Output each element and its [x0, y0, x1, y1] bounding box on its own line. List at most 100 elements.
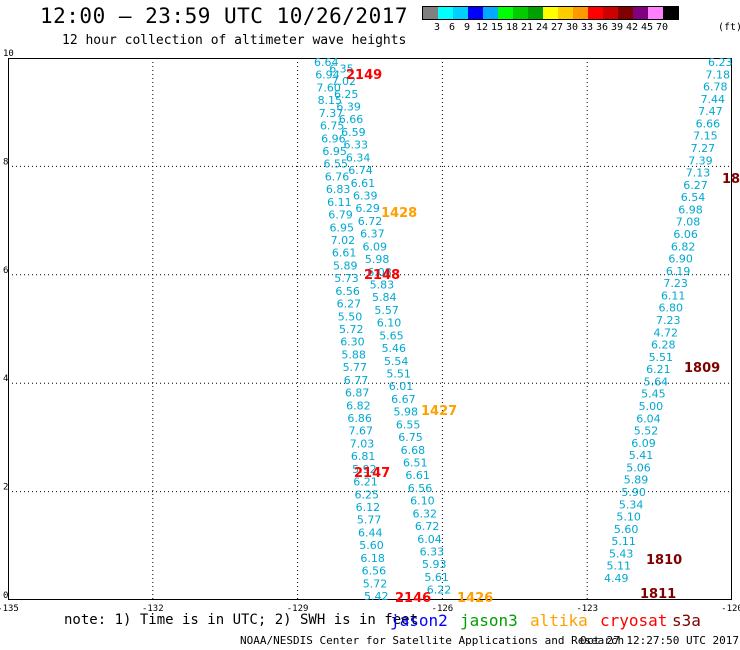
- wave-height-value: 7.44: [701, 93, 726, 106]
- y-tick-label: 6: [3, 266, 8, 276]
- wave-height-value: 6.74: [348, 164, 373, 177]
- colorbar-label: 27: [550, 22, 564, 33]
- colorbar-unit: (ft): [718, 22, 740, 33]
- wave-height-value: 5.77: [357, 514, 382, 527]
- colorbar-swatch: [543, 7, 558, 19]
- pass-time-label: 2148: [364, 268, 400, 283]
- y-tick-label: 8: [3, 157, 8, 167]
- wave-height-value: 6.04: [417, 533, 442, 546]
- pass-time-label: 1809: [684, 361, 720, 376]
- wave-height-value: 5.10: [616, 511, 641, 524]
- pass-time-label: 1426: [457, 591, 493, 606]
- wave-height-value: 5.51: [386, 368, 411, 381]
- wave-height-value: 6.04: [636, 412, 661, 425]
- colorbar-swatch: [603, 7, 618, 19]
- wave-height-value: 6.09: [363, 240, 388, 253]
- wave-height-value: 7.23: [656, 314, 681, 327]
- satellite-legend-jason3: jason3: [460, 611, 518, 630]
- wave-height-value: 6.39: [336, 101, 361, 114]
- pass-time-label: 2147: [354, 466, 390, 481]
- colorbar-swatch: [618, 7, 633, 19]
- wave-height-value: 7.23: [663, 277, 688, 290]
- colorbar-label: 3: [433, 22, 441, 33]
- wave-height-value: 5.93: [422, 558, 447, 571]
- wave-height-value: 5.60: [359, 539, 384, 552]
- wave-height-value: 6.23: [708, 56, 733, 69]
- wave-height-value: 6.67: [391, 393, 416, 406]
- wave-height-value: 6.59: [341, 126, 366, 139]
- pass-time-label: 1810: [646, 553, 682, 568]
- wave-height-value: 6.10: [410, 495, 435, 508]
- page-subtitle: 12 hour collection of altimeter wave hei…: [62, 33, 407, 48]
- wave-height-value: 6.82: [671, 240, 696, 253]
- y-tick-label: 2: [3, 483, 8, 493]
- pass-time-label: 1811: [640, 587, 676, 602]
- x-tick-label: -126: [432, 604, 454, 614]
- x-tick-label: -120: [721, 604, 740, 614]
- wave-height-value: 6.87: [345, 387, 370, 400]
- y-tick-label: 0: [3, 591, 8, 601]
- wave-height-value: 6.44: [358, 526, 383, 539]
- wave-height-value: 6.06: [673, 228, 698, 241]
- wave-height-value: 5.65: [379, 329, 404, 342]
- wave-height-value: 6.12: [356, 501, 381, 514]
- colorbar-label: 45: [640, 22, 654, 33]
- colorbar-swatch: [483, 7, 498, 19]
- wave-height-value: 6.96: [321, 132, 346, 145]
- colorbar-swatch: [498, 7, 513, 19]
- wave-height-value: 7.03: [350, 437, 375, 450]
- colorbar: [422, 6, 679, 20]
- wave-height-value: 6.64: [314, 56, 339, 69]
- wave-height-value: 7.37: [319, 107, 344, 120]
- pass-time-label: 1427: [421, 404, 457, 419]
- page-title: 12:00 – 23:59 UTC 10/26/2017: [40, 4, 409, 28]
- wave-height-value: 5.00: [639, 400, 664, 413]
- satellite-legend-cryosat: cryosat: [600, 611, 668, 630]
- wave-height-value: 6.56: [362, 565, 387, 578]
- wave-height-value: 6.18: [360, 552, 385, 565]
- wave-height-value: 7.18: [706, 68, 731, 81]
- map-frame: [8, 58, 732, 600]
- colorbar-label: 42: [625, 22, 639, 33]
- wave-height-value: 6.76: [325, 170, 350, 183]
- colorbar-swatch: [468, 7, 483, 19]
- wave-height-value: 5.90: [621, 486, 646, 499]
- wave-height-value: 6.33: [420, 546, 445, 559]
- y-tick-label: 10: [3, 49, 14, 59]
- y-tick-label: 4: [3, 374, 8, 384]
- wave-height-value: 7.47: [698, 105, 723, 118]
- wave-height-value: 6.30: [340, 336, 365, 349]
- wave-height-value: 6.27: [337, 298, 362, 311]
- colorbar-label: 9: [463, 22, 471, 33]
- colorbar-swatch: [588, 7, 603, 19]
- colorbar-label: 12: [475, 22, 489, 33]
- wave-height-value: 5.54: [384, 355, 409, 368]
- wave-height-value: 7.60: [316, 81, 341, 94]
- wave-height-value: 5.72: [363, 577, 388, 590]
- colorbar-swatch: [558, 7, 573, 19]
- wave-height-value: 6.28: [651, 339, 676, 352]
- wave-height-value: 6.54: [681, 191, 706, 204]
- wave-height-value: 6.25: [334, 88, 359, 101]
- wave-height-value: 5.64: [644, 375, 669, 388]
- x-tick-label: -123: [576, 604, 598, 614]
- wave-height-value: 4.72: [654, 326, 679, 339]
- wave-height-value: 6.79: [328, 209, 353, 222]
- wave-height-value: 5.06: [626, 461, 651, 474]
- wave-height-value: 6.55: [396, 418, 421, 431]
- wave-height-value: 6.86: [347, 412, 372, 425]
- wave-height-value: 6.56: [335, 285, 360, 298]
- wave-height-value: 7.13: [686, 167, 711, 180]
- footer-note: note: 1) Time is in UTC; 2) SWH is in fe…: [64, 612, 419, 628]
- wave-height-value: 6.94: [315, 69, 340, 82]
- pass-time-label: 2146: [395, 591, 431, 606]
- wave-height-value: 6.80: [658, 302, 683, 315]
- wave-height-value: 5.43: [609, 547, 634, 560]
- wave-height-value: 5.42: [364, 590, 389, 603]
- wave-height-value: 5.88: [341, 348, 366, 361]
- satellite-legend-jason2: jason2: [390, 611, 448, 630]
- wave-height-value: 5.98: [393, 406, 418, 419]
- colorbar-label: 15: [490, 22, 504, 33]
- wave-height-value: 5.46: [382, 342, 407, 355]
